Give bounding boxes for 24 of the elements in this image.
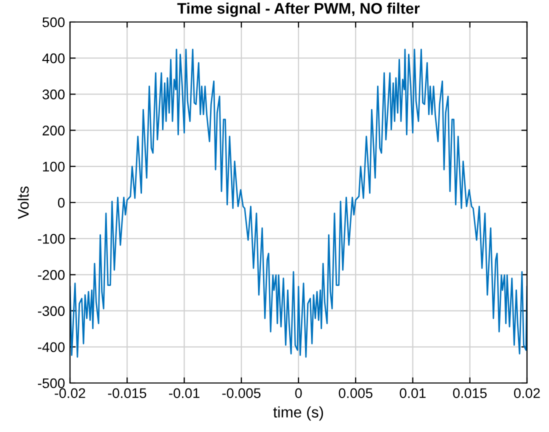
y-tick-label: 500 [42,17,65,28]
x-tick-label: 0.01 [400,388,426,398]
y-axis-title: Volts [18,186,29,219]
y-tick-label: 0 [58,198,65,208]
y-tick-label: 200 [42,126,65,136]
x-tick-label: 0.02 [514,388,540,398]
y-tick-label: -300 [38,306,65,316]
y-tick-label: 300 [42,90,65,100]
x-tick-label: -0.005 [222,388,260,398]
y-tick-label: 100 [43,162,65,172]
chart-title: Time signal - After PWM, NO filter [177,2,420,17]
x-tick-label: 0.005 [338,388,372,398]
y-tick-label: -100 [38,234,65,244]
x-tick-label: -0.01 [169,388,200,398]
y-tick-label: 400 [42,53,65,64]
line-series [70,48,527,358]
x-tick-label: 0 [295,388,302,398]
x-axis-title: time (s) [273,406,324,421]
x-tick-label: -0.02 [54,388,86,398]
y-tick-label: -400 [38,342,65,352]
y-tick-label: -200 [38,270,65,280]
x-tick-label: 0.015 [453,388,487,398]
x-tick-label: -0.015 [108,388,146,398]
y-tick-label: -500 [38,378,65,388]
